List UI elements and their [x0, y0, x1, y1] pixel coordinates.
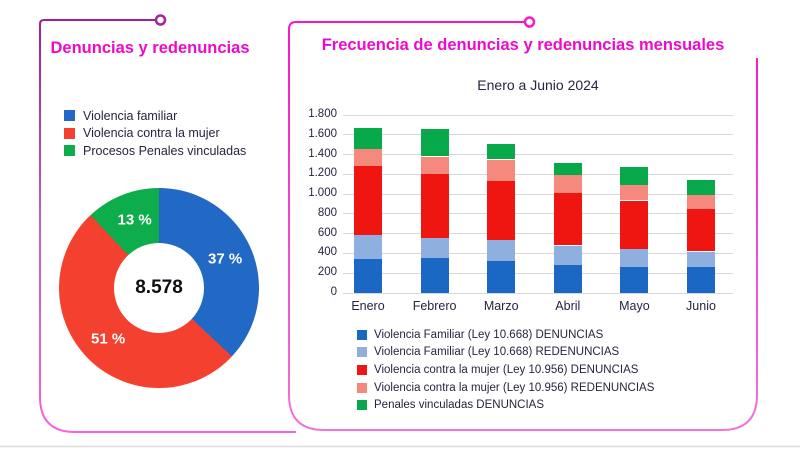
- bar-segment: [620, 249, 649, 267]
- left-connector-dot-icon: [154, 14, 167, 26]
- legend-label: Violencia familiar: [83, 108, 178, 123]
- gridline: [343, 134, 733, 136]
- y-axis-tick-label: 1.400: [308, 147, 337, 160]
- legend-swatch: [357, 382, 367, 393]
- bar-segment: [420, 257, 449, 293]
- legend-swatch: [357, 364, 367, 375]
- x-axis-label: Febrero: [412, 299, 457, 313]
- right-panel-title: Frecuencia de denuncias y redenuncias me…: [321, 36, 725, 54]
- legend-label: Violencia contra la mujer: [83, 126, 220, 141]
- donut-total-value: 8.578: [135, 277, 183, 298]
- legend-item: Violencia contra la mujer (Ley 10.956) R…: [357, 379, 654, 397]
- gridline: [343, 252, 733, 254]
- legend-label: Violencia Familiar (Ley 10.668) REDENUNC…: [374, 346, 620, 359]
- bar-segment: [687, 251, 715, 267]
- donut-slice-label: 37 %: [207, 250, 243, 268]
- y-axis-tick-label: 800: [317, 206, 337, 219]
- right-connector-dot-icon: [523, 16, 536, 28]
- legend-item: Violencia Familiar (Ley 10.668) REDENUNC…: [357, 344, 654, 362]
- legend-swatch: [357, 347, 367, 358]
- y-axis-tick-label: 1.600: [308, 127, 337, 140]
- bar-segment: [354, 259, 382, 293]
- bar-segment: [553, 162, 582, 176]
- gridline: [343, 292, 733, 294]
- gridline: [343, 173, 733, 175]
- bar-segment: [354, 127, 382, 150]
- legend-label: Violencia contra la mujer (Ley 10.956) D…: [374, 363, 639, 376]
- legend-label: Violencia contra la mujer (Ley 10.956) R…: [374, 381, 655, 394]
- bar-segment: [620, 266, 649, 293]
- bar-plot-area: 0 200 400 600 800 1.000 1.200 1.400 1.600 1.800 En…: [308, 108, 733, 313]
- gridline: [343, 233, 733, 235]
- donut-slice-label: 13 %: [117, 211, 152, 229]
- legend-swatch: [64, 145, 75, 157]
- gridline: [343, 154, 733, 156]
- y-axis-tick-label: 400: [317, 246, 337, 259]
- donut-legend: Violencia familiar Violencia contra la mu…: [64, 107, 246, 160]
- legend-item: Penales vinculadas DENUNCIAS: [357, 396, 654, 414]
- bar-segment: [553, 175, 582, 194]
- bar-segment: [420, 129, 449, 157]
- y-axis-tick-label: 600: [317, 226, 337, 239]
- y-axis-tick-label: 200: [317, 266, 337, 279]
- bar-segment: [553, 265, 582, 293]
- y-axis-tick-label: 1.800: [308, 108, 337, 120]
- bar-segment: [354, 149, 382, 166]
- legend-swatch: [357, 400, 367, 411]
- x-axis-label: Abril: [555, 299, 581, 313]
- legend-item: Violencia familiar: [64, 107, 246, 125]
- x-axis-label: Junio: [686, 299, 716, 313]
- left-panel-title: Denuncias y redenuncias: [50, 39, 250, 57]
- legend-item: Procesos Penales vinculadas: [64, 142, 246, 160]
- bar-segment: [620, 166, 649, 185]
- bar-segment: [420, 156, 449, 175]
- gridline: [343, 193, 733, 195]
- donut-hole: 8.578: [114, 243, 204, 333]
- bar-chart-subtitle: Enero a Junio 2024: [477, 77, 599, 93]
- bar-segment: [687, 266, 715, 293]
- y-axis-tick-label: 0: [330, 286, 337, 298]
- gridline: [343, 213, 733, 215]
- gridline: [343, 114, 733, 116]
- x-axis-label: Mayo: [619, 299, 650, 313]
- bar-segment: [354, 165, 382, 236]
- donut-chart: 37 % 51 % 13 % 8.578: [59, 188, 259, 388]
- x-axis-label: Marzo: [483, 299, 519, 313]
- legend-item: Violencia contra la mujer (Ley 10.956) D…: [357, 361, 654, 379]
- legend-swatch: [357, 329, 367, 340]
- legend-label: Procesos Penales vinculadas: [83, 143, 247, 158]
- legend-swatch: [64, 127, 75, 139]
- legend-item: Violencia contra la mujer: [64, 125, 246, 143]
- y-axis-tick-label: 1.000: [308, 187, 337, 200]
- bar-segment: [553, 193, 582, 246]
- bar-segment: [420, 174, 449, 238]
- bar-segment: [420, 237, 449, 258]
- bar-segment: [487, 261, 516, 293]
- bar-segment: [620, 184, 649, 201]
- bar-segment: [354, 235, 382, 260]
- legend-swatch: [64, 110, 75, 122]
- y-axis-tick-label: 1.200: [308, 167, 337, 180]
- donut-slice-label: 51 %: [90, 330, 126, 348]
- gridline: [343, 272, 733, 274]
- bar-segment: [487, 159, 516, 182]
- bar-segment: [620, 200, 649, 249]
- bar-segment: [687, 209, 715, 252]
- bar-segment: [687, 180, 715, 196]
- bar-segment: [487, 144, 516, 160]
- x-axis-label: Enero: [351, 299, 385, 313]
- legend-label: Penales vinculadas DENUNCIAS: [374, 399, 545, 412]
- bar-segment: [553, 245, 582, 266]
- legend-item: Violencia Familiar (Ley 10.668) DENUNCIA…: [357, 326, 654, 344]
- legend-label: Violencia Familiar (Ley 10.668) DENUNCIA…: [374, 328, 604, 341]
- bar-segment: [687, 195, 715, 210]
- bar-segment: [487, 181, 516, 241]
- bar-legend: Violencia Familiar (Ley 10.668) DENUNCIA…: [357, 326, 654, 414]
- bar-segment: [487, 240, 516, 262]
